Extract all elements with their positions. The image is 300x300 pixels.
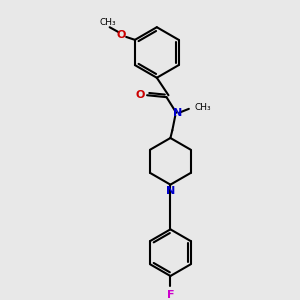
- Text: CH₃: CH₃: [99, 18, 116, 27]
- Text: CH₃: CH₃: [195, 103, 211, 112]
- Text: O: O: [117, 30, 126, 40]
- Text: O: O: [136, 90, 145, 100]
- Text: N: N: [166, 186, 175, 196]
- Text: F: F: [167, 290, 174, 300]
- Text: N: N: [172, 108, 182, 118]
